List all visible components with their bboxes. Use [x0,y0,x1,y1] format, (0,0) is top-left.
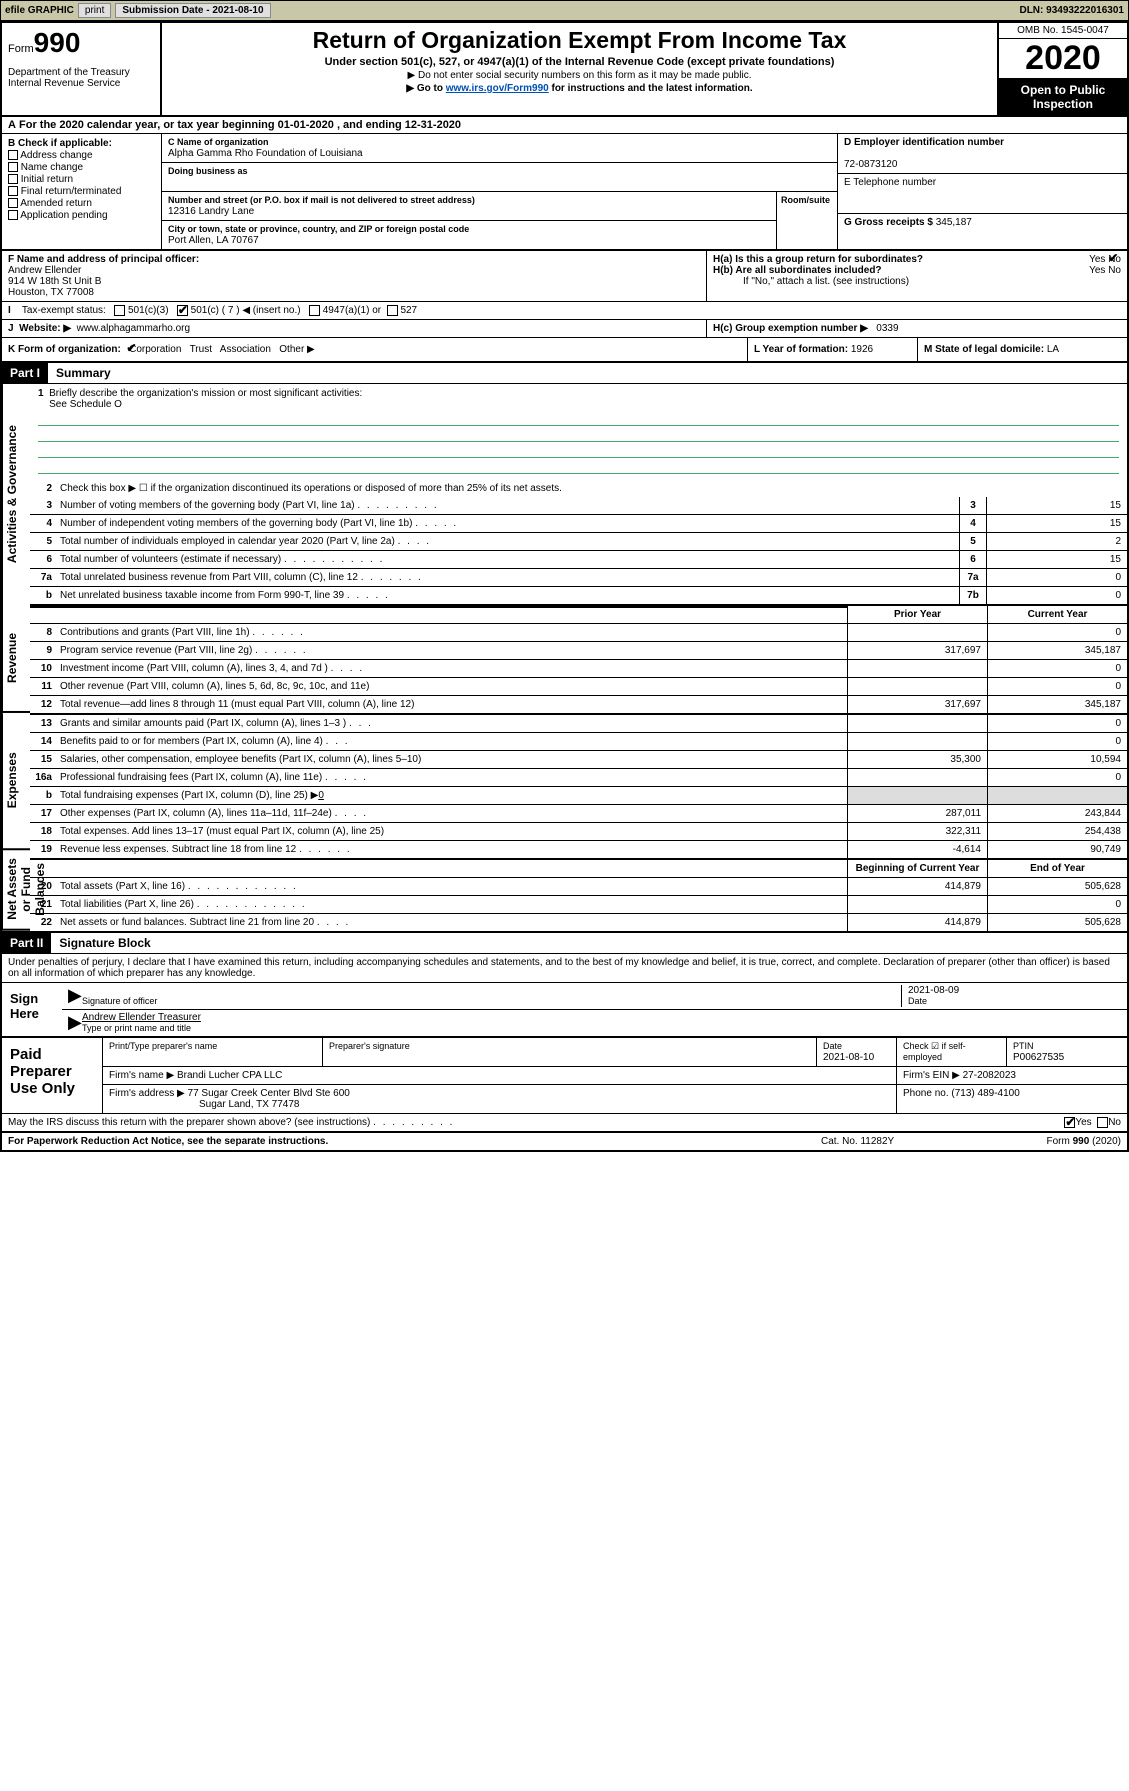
val-4: 15 [987,515,1127,532]
val-7a: 0 [987,569,1127,586]
section-b-checkboxes: B Check if applicable: Address change Na… [2,134,162,249]
val-5: 2 [987,533,1127,550]
vtab-expenses: Expenses [2,713,30,850]
department-label: Department of the Treasury Internal Reve… [8,67,154,89]
val-6: 15 [987,551,1127,568]
print-button[interactable]: print [78,3,111,18]
open-public-badge: Open to Public Inspection [999,79,1127,115]
sign-here-label: Sign Here [2,983,62,1036]
instructions-note: ▶ Go to www.irs.gov/Form990 for instruct… [168,83,991,94]
tax-year: 2020 [999,39,1127,79]
officer-addr2: Houston, TX 77008 [8,287,94,298]
firm-name: Brandi Lucher CPA LLC [177,1070,282,1081]
cb-final-return[interactable]: Final return/terminated [8,186,155,197]
org-address: 12316 Landry Lane [168,206,254,217]
form-version: Form 990 (2020) [961,1136,1121,1147]
form-subtitle: Under section 501(c), 527, or 4947(a)(1)… [168,56,991,68]
firm-ein: 27-2082023 [963,1070,1016,1081]
officer-addr1: 914 W 18th St Unit B [8,276,101,287]
form-number: 990 [34,27,81,58]
firm-addr1: 77 Sugar Creek Center Blvd Ste 600 [188,1088,350,1099]
part2-header: Part II [2,933,51,953]
perjury-statement: Under penalties of perjury, I declare th… [2,954,1127,982]
top-toolbar: efile GRAPHIC print Submission Date - 20… [0,0,1129,21]
efile-label: efile GRAPHIC [5,5,74,16]
room-suite-label: Room/suite [777,192,837,249]
tax-year-range: A For the 2020 calendar year, or tax yea… [2,117,1127,134]
cb-address-change[interactable]: Address change [8,150,155,161]
ein-value: 72-0873120 [844,159,897,170]
officer-signature-name: Andrew Ellender Treasurer [82,1012,201,1023]
firm-addr2: Sugar Land, TX 77478 [109,1099,299,1110]
instructions-link[interactable]: www.irs.gov/Form990 [446,83,549,94]
vtab-netassets: Net Assets or Fund Balances [2,850,30,931]
form-title: Return of Organization Exempt From Incom… [168,27,991,54]
cb-name-change[interactable]: Name change [8,162,155,173]
firm-phone: (713) 489-4100 [951,1088,1019,1099]
part1-header: Part I [2,363,48,383]
val-3: 15 [987,497,1127,514]
dln-label: DLN: 93493222016301 [1019,5,1124,16]
ssn-note: ▶ Do not enter social security numbers o… [168,70,991,81]
catalog-number: Cat. No. 11282Y [821,1136,961,1147]
gross-receipts: 345,187 [936,217,972,228]
cb-application-pending[interactable]: Application pending [8,210,155,221]
website-url[interactable]: www.alphagammarho.org [77,323,190,334]
vtab-activities: Activities & Governance [2,384,30,604]
val-7b: 0 [987,587,1127,604]
form-990: Form990 Department of the Treasury Inter… [0,21,1129,1152]
cb-amended-return[interactable]: Amended return [8,198,155,209]
mission-text: See Schedule O [49,399,122,410]
paperwork-notice: For Paperwork Reduction Act Notice, see … [8,1136,821,1147]
org-city: Port Allen, LA 70767 [168,235,259,246]
state-domicile: LA [1047,344,1059,355]
paid-preparer-label: Paid Preparer Use Only [2,1038,102,1113]
year-formation: 1926 [851,344,873,355]
org-name: Alpha Gamma Rho Foundation of Louisiana [168,148,363,159]
group-exemption: 0339 [876,323,898,334]
cb-initial-return[interactable]: Initial return [8,174,155,185]
ptin-value: P00627535 [1013,1052,1064,1063]
form-label: Form [8,43,34,55]
vtab-revenue: Revenue [2,604,30,713]
submission-date-button[interactable]: Submission Date - 2021-08-10 [115,3,270,18]
omb-number: OMB No. 1545-0047 [999,23,1127,39]
officer-name: Andrew Ellender [8,265,81,276]
